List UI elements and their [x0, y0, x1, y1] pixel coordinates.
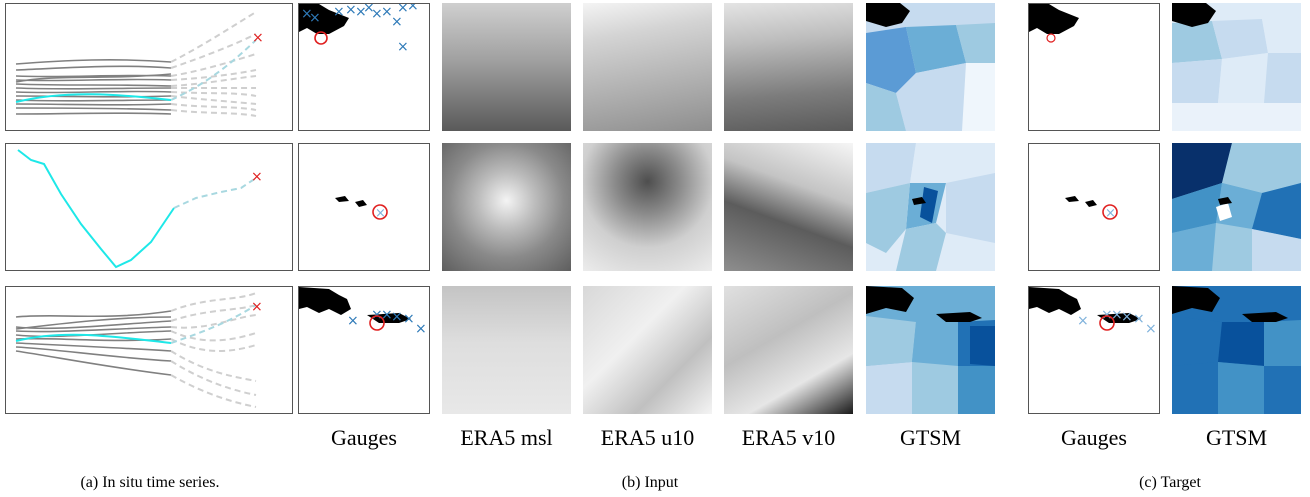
svg-text:×: × [309, 10, 321, 26]
gauges-map: × ×× × ×× [299, 287, 427, 337]
label-era5-v10: ERA5 v10 [741, 425, 836, 450]
timeseries-panel-row1: × [5, 3, 293, 131]
svg-text:×: × [375, 206, 386, 221]
svg-text:×: × [381, 4, 393, 20]
gauges-target-row1 [1028, 3, 1160, 131]
gauges-input-row3: × × × × × × [298, 286, 430, 414]
gauges-map: × ×× × ×× [1029, 287, 1157, 337]
svg-text:×: × [403, 311, 415, 327]
era5-v10-row1 [724, 3, 853, 131]
highlight-series [15, 333, 172, 344]
target-marker-icon: × [251, 299, 263, 315]
svg-text:×: × [391, 14, 403, 30]
gauges-input-row1: × × × × × × × × × × × × [298, 3, 430, 131]
target-gauge-marker [314, 31, 328, 45]
gtsm-target-row1 [1172, 3, 1301, 131]
svg-text:×: × [1133, 311, 1145, 327]
timeseries-panel-row3: × [5, 286, 293, 414]
svg-text:×: × [333, 4, 345, 20]
caption-a: (a) In situ time series. [80, 474, 220, 491]
gauges-map [1029, 4, 1079, 43]
timeseries-plot-row2: × [17, 149, 263, 269]
svg-text:×: × [1121, 309, 1133, 325]
era5-v10-row3 [724, 286, 853, 414]
label-gauges-target: Gauges [1061, 425, 1127, 450]
label-era5-u10: ERA5 u10 [600, 425, 695, 450]
svg-text:×: × [1111, 307, 1123, 323]
target-marker-icon: × [251, 169, 263, 185]
gauges-map: ×× × ××× ××× ××× [299, 4, 419, 55]
target-marker-icon: × [252, 30, 264, 46]
svg-text:×: × [397, 4, 409, 16]
svg-text:×: × [371, 6, 383, 22]
svg-text:×: × [355, 4, 367, 20]
gtsm-input-row1 [866, 3, 995, 131]
era5-msl-row2 [442, 143, 571, 271]
gauges-map: × [335, 196, 388, 221]
svg-text:×: × [1145, 321, 1157, 337]
caption-c: (c) Target [1139, 474, 1201, 491]
label-gtsm-input: GTSM [899, 425, 962, 450]
gauges-map: × [1065, 196, 1118, 221]
svg-text:×: × [345, 4, 357, 18]
gtsm-input-row2 [866, 143, 995, 271]
svg-text:×: × [391, 309, 403, 325]
svg-text:×: × [301, 6, 313, 22]
era5-u10-row2 [583, 143, 712, 271]
era5-v10-row2 [724, 143, 853, 271]
svg-text:×: × [1101, 307, 1113, 323]
svg-text:×: × [381, 307, 393, 323]
highlight-series [15, 93, 172, 103]
svg-text:×: × [347, 313, 359, 329]
gauges-target-row2: × [1028, 143, 1160, 271]
svg-text:×: × [407, 4, 419, 14]
caption-b: (b) Input [621, 474, 679, 491]
svg-text:×: × [415, 321, 427, 337]
gauges-input-row2: × [298, 143, 430, 271]
highlight-series [17, 149, 175, 269]
svg-text:×: × [363, 4, 375, 16]
gtsm-target-row3 [1172, 286, 1301, 414]
era5-u10-row3 [583, 286, 712, 414]
label-era5-msl: ERA5 msl [460, 425, 553, 450]
timeseries-plot-row1: × [15, 11, 264, 117]
svg-text:×: × [371, 307, 383, 323]
svg-text:×: × [1105, 206, 1116, 221]
gtsm-input-row3 [866, 286, 995, 414]
label-gtsm-target: GTSM [1205, 425, 1268, 450]
label-gauges-input: Gauges [331, 425, 397, 450]
era5-msl-row1 [442, 3, 571, 131]
timeseries-plot-row3: × [15, 292, 263, 408]
era5-u10-row1 [583, 3, 712, 131]
svg-text:×: × [1077, 313, 1089, 329]
gauges-target-row3: × × × × × × [1028, 286, 1160, 414]
gtsm-target-row2 [1172, 143, 1301, 271]
timeseries-panel-row2: × [5, 143, 293, 271]
svg-text:×: × [397, 39, 409, 55]
era5-msl-row3 [442, 286, 571, 414]
